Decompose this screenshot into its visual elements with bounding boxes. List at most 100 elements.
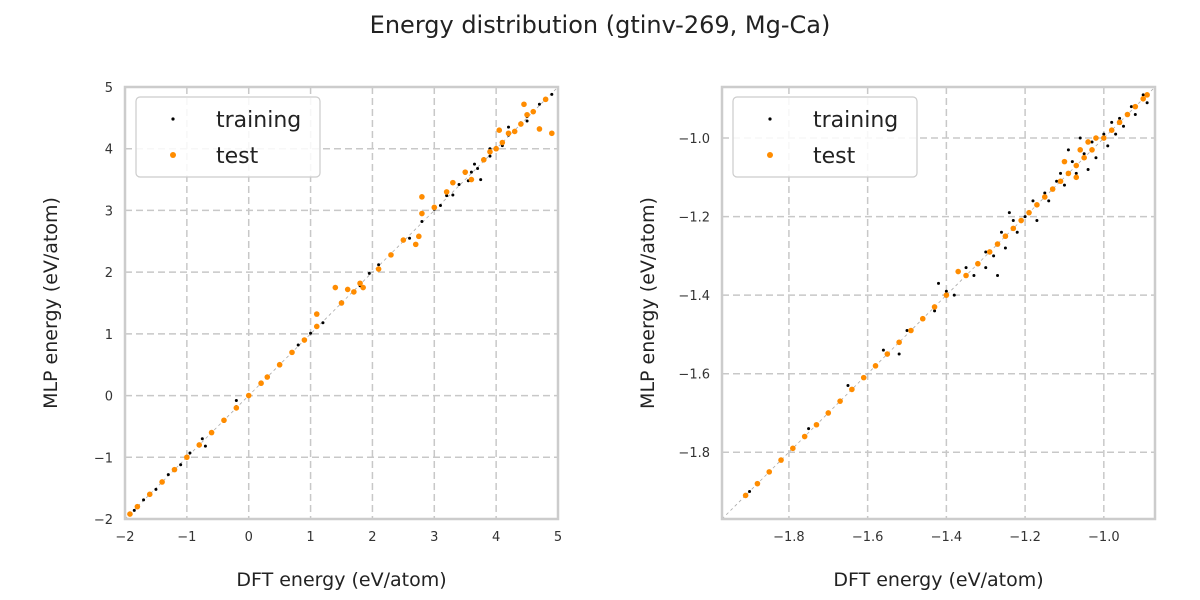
chart-1-training-point-32 [457,183,461,187]
chart-2-training-point-43 [1007,211,1011,215]
chart-2-training-point-36 [1114,132,1118,136]
chart-1-test-point-16 [313,323,320,330]
chart-1-training-point-36 [476,166,480,170]
chart-2-legend-marker-test [767,152,773,158]
chart-1-y-tick-label-6: 4 [105,143,113,158]
chart-2-y-tick-label-2: −1.4 [678,289,710,304]
chart-2-legend-marker-training [768,117,772,121]
chart-2-test-point-20 [975,260,981,267]
chart-2-test-point-6 [813,421,820,428]
chart-2-training-point-24 [1055,179,1059,183]
chart-1-x-tick-label-5: 3 [430,530,438,545]
chart-2-test-point-42 [1140,95,1146,102]
chart-1-x-tick-label-2: 0 [245,530,253,545]
chart-2-test-point-37 [1101,135,1107,141]
chart-1-training-point-29 [438,203,442,207]
chart-2-test-point-0 [742,492,749,499]
chart-2-test-point-22 [994,241,1001,247]
energy-parity-plot-low-energy-zoom: −1.8 −1.6 −1.4 −1.2 −1.0 −1.8 −1.6 −1.4 −1.2 −1.0… [637,85,1157,591]
chart-1-test-point-1 [134,503,141,510]
chart-1-test-point-39 [499,139,506,146]
chart-2-axes-frame [720,85,1157,521]
chart-1-x-tick-label-3: 1 [306,530,314,545]
chart-1-test-point-25 [388,252,394,258]
chart-2-training-point-22 [1043,191,1047,195]
chart-1-x-tick-label-7: 5 [554,530,562,545]
chart-1-test-point-20 [344,286,351,293]
chart-2-test-point-17 [943,292,950,298]
chart-1-test-point-14 [289,349,295,356]
chart-2-test-point-23 [1002,233,1009,240]
chart-2-training-point-39 [1129,105,1133,109]
chart-2-test-point-7 [825,410,832,416]
chart-2-training-point-15 [999,230,1003,234]
chart-2-test-point-45 [1061,158,1068,165]
chart-2-x-axis-label: DFT energy (eV/atom) [833,569,1043,591]
chart-1-test-point-17 [313,311,320,317]
chart-1-test-point-34 [462,169,469,175]
chart-2-x-tick-label-0: −1.8 [773,530,805,545]
chart-2-training-point-45 [1078,136,1082,140]
chart-2-training-point-28 [1074,171,1078,175]
chart-1-training-point-27 [420,220,424,224]
chart-2-test-point-1 [754,480,761,487]
chart-1-training-point-14 [234,399,238,403]
chart-2-training-point-18 [1015,230,1019,234]
chart-2-test-point-15 [919,315,926,322]
chart-1-x-axis-label: DFT energy (eV/atom) [236,569,446,591]
chart-2-training-point-6 [905,328,909,332]
chart-2-test-point-36 [1093,135,1099,141]
chart-1-test-point-35 [468,176,475,183]
chart-1-test-point-8 [221,417,227,424]
chart-1-training-point-51 [507,125,511,129]
chart-1-test-point-49 [511,128,518,135]
chart-1-test-point-38 [493,145,499,152]
chart-2-x-tick-label-2: −1.4 [931,530,963,545]
chart-1-y-tick-label-7: 5 [105,81,113,96]
chart-1-y-tick-label-0: −2 [94,513,113,528]
chart-1-training-point-18 [309,331,313,335]
chart-1-training-point-35 [469,170,473,174]
energy-parity-plot-full-range: −2 −1 0 1 2 3 4 5 −2 −1 0 1 2 3 4 5 DFT energy (eV/atom)… [40,81,562,591]
chart-2-training-point-12 [972,274,976,278]
chart-2-test-point-21 [986,249,993,255]
chart-1-axes-frame [123,85,560,521]
chart-2-training-point-40 [1133,112,1137,116]
chart-2-legend-box [732,96,918,178]
chart-1-x-tick-label-4: 2 [368,530,376,545]
chart-2-test-point-33 [1081,154,1087,161]
chart-2-legend-label-training: training [813,108,898,133]
chart-1-test-point-32 [443,189,450,195]
chart-1-test-point-29 [419,210,425,217]
chart-1-training-point-1 [132,508,136,512]
chart-1-training-point-4 [166,473,170,477]
chart-2-test-point-9 [849,386,855,393]
chart-1-test-point-9 [233,405,240,411]
chart-2-training-point-4 [881,348,885,352]
chart-2-test-point-19 [963,272,969,279]
chart-2-test-point-26 [1026,209,1032,216]
chart-2-test-point-8 [837,398,843,404]
chart-1-test-point-47 [549,130,555,137]
chart-2-test-point-14 [908,327,914,334]
chart-2-training-point-14 [992,254,996,258]
chart-1-test-point-41 [518,121,524,127]
chart-2-test-point-43 [1144,92,1150,98]
chart-2-test-point-5 [801,433,808,440]
chart-1-training-point-5 [179,463,183,467]
chart-2-legend: training test [732,96,918,178]
chart-2-test-point-2 [766,469,773,475]
chart-2-y-tick-label-4: −1.0 [678,132,710,147]
chart-2-test-point-10 [860,374,867,381]
chart-2-test-point-24 [1010,225,1017,232]
chart-2-test-point-28 [1041,194,1048,200]
chart-1-test-point-3 [159,479,165,485]
chart-1-y-tick-label-4: 2 [105,266,113,281]
chart-2-test-point-12 [884,351,891,357]
chart-1-test-point-13 [276,361,283,368]
chart-2-training-point-10 [952,293,956,297]
chart-2-training-point-29 [1082,152,1086,156]
chart-1-test-point-30 [419,194,425,200]
chart-1-legend-marker-test [170,152,176,158]
